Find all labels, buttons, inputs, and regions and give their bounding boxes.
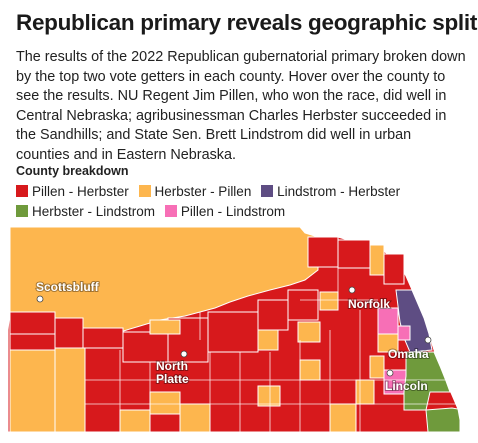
county-pink-1[interactable]: [377, 307, 399, 335]
city-label-north-platte-line2: Platte: [156, 372, 189, 386]
city-label-lincoln: Lincoln: [385, 379, 428, 393]
legend-swatch: [164, 205, 177, 217]
county-orange-4[interactable]: [319, 291, 339, 311]
county-orange-2[interactable]: [257, 329, 279, 351]
county-orange-6[interactable]: [369, 355, 385, 379]
city-label-scottsbluff: Scottsbluff: [36, 280, 100, 294]
city-omaha[interactable]: Omaha: [387, 336, 432, 362]
city-scottsbluff[interactable]: Scottsbluff: [35, 279, 101, 303]
legend-swatch: [16, 205, 28, 217]
legend-item-pillen-herbster: Pillen - Herbster: [16, 182, 129, 202]
county-south-orange-7[interactable]: [299, 359, 321, 381]
city-dot: [36, 295, 44, 303]
city-label-omaha: Omaha: [388, 347, 429, 361]
legend-item-lindstrom-herbster: Lindstrom - Herbster: [261, 182, 400, 202]
county-ne-1[interactable]: [307, 236, 339, 268]
county-panhandle-south-3[interactable]: [54, 317, 84, 349]
county-south-orange-4[interactable]: [329, 403, 357, 433]
legend-swatch: [261, 185, 274, 197]
county-central-4[interactable]: [257, 299, 289, 331]
city-north-platte[interactable]: North Platte: [155, 350, 190, 387]
legend-item-herbster-pillen: Herbster - Pillen: [138, 182, 251, 202]
county-central-5[interactable]: [287, 289, 319, 321]
county-ne-2[interactable]: [337, 239, 371, 269]
city-dot: [386, 369, 394, 377]
county-green-se[interactable]: [425, 407, 461, 433]
county-pink-2[interactable]: [397, 325, 411, 341]
city-lincoln[interactable]: Lincoln: [384, 369, 429, 394]
county-south-orange-3[interactable]: [119, 409, 151, 433]
legend-item-herbster-lindstrom: Herbster - Lindstrom: [16, 202, 155, 222]
county-panhandle-south-2[interactable]: [9, 333, 56, 351]
county-ne-4[interactable]: [383, 253, 405, 285]
legend-swatch: [16, 185, 28, 197]
city-norfolk[interactable]: Norfolk: [347, 286, 391, 312]
city-dot: [348, 286, 356, 294]
city-label-north-platte-line1: North: [156, 359, 188, 373]
county-west-orange-2[interactable]: [54, 347, 86, 433]
county-south-orange-2[interactable]: [179, 403, 211, 433]
county-central-3[interactable]: [207, 311, 259, 353]
county-region-herbster-lindstrom[interactable]: [403, 351, 451, 411]
county-south-orange-1[interactable]: [149, 391, 181, 415]
county-central-1[interactable]: [122, 331, 169, 363]
city-label-norfolk: Norfolk: [348, 297, 390, 311]
county-west-orange[interactable]: [9, 349, 56, 433]
county-panhandle-south-4[interactable]: [82, 327, 124, 349]
county-orange-3[interactable]: [297, 321, 321, 343]
county-orange-1[interactable]: [149, 319, 181, 335]
county-orange-5[interactable]: [377, 333, 399, 353]
nebraska-county-map: Scottsbluff Norfolk North Platte Omaha Li…: [7, 226, 461, 433]
county-borders: [84, 268, 460, 432]
city-label-north-platte: North Platte: [156, 359, 189, 386]
legend: Pillen - Herbster Herbster - Pillen Lind…: [16, 182, 466, 222]
legend-title: County breakdown: [16, 164, 129, 178]
county-south-orange-6[interactable]: [257, 385, 281, 407]
legend-item-pillen-lindstrom: Pillen - Lindstrom: [164, 202, 285, 222]
county-panhandle-south-1[interactable]: [9, 311, 56, 335]
city-dot: [424, 336, 432, 344]
county-south-orange-5[interactable]: [355, 379, 375, 405]
county-ne-3[interactable]: [369, 244, 385, 276]
description: The results of the 2022 Republican guber…: [16, 49, 466, 163]
city-dot: [180, 350, 188, 358]
page-title: Republican primary reveals geographic sp…: [16, 10, 478, 35]
legend-swatch: [138, 185, 151, 197]
